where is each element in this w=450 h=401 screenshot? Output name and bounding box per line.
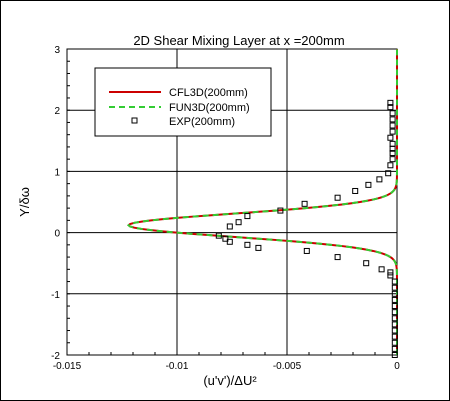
exp-data-point	[334, 254, 341, 261]
exp-data-point	[391, 290, 398, 297]
exp-data-point	[352, 187, 359, 194]
axis-ticks: -0.015 -0.01 -0.005 0 -2 -1 0 1 2 3	[51, 45, 400, 372]
exp-data-point	[391, 303, 398, 310]
exp-data-point	[244, 241, 251, 248]
exp-data-point	[226, 238, 233, 245]
exp-data-point	[215, 232, 222, 239]
exp-data-point	[334, 194, 341, 201]
y-tick-label-5: 3	[54, 45, 60, 56]
exp-data-point	[385, 170, 392, 177]
exp-data-point	[303, 247, 310, 254]
exp-data-point	[391, 278, 398, 285]
exp-data-point	[389, 140, 396, 147]
exp-data-point	[387, 104, 394, 111]
exp-data-point	[244, 213, 251, 220]
exp-data-point	[389, 156, 396, 163]
exp-data-point	[391, 339, 398, 346]
exp-data-point	[387, 134, 394, 141]
exp-data-point	[391, 333, 398, 340]
exp-data-point	[301, 200, 308, 207]
exp-data-point	[277, 207, 284, 214]
exp-data-point	[389, 110, 396, 117]
y-tick-label-1: -1	[51, 290, 60, 301]
legend-label-cfl3d: CFL3D(200mm)	[169, 87, 248, 99]
exp-data-point	[387, 99, 394, 106]
exp-data-point	[391, 309, 398, 316]
exp-data-point	[376, 176, 383, 183]
exp-data-point	[255, 244, 262, 251]
x-axis-label: (u'v')/ΔU²	[203, 373, 257, 388]
chart-title: 2D Shear Mixing Layer at x =200mm	[133, 33, 344, 48]
exp-data-point	[387, 272, 394, 279]
y-axis-label: Y/δω	[17, 187, 32, 217]
exp-data-point	[363, 260, 370, 267]
exp-data-point	[378, 266, 385, 273]
legend-label-exp: EXP(200mm)	[169, 116, 235, 128]
exp-data-point	[387, 269, 394, 276]
exp-data-point	[391, 321, 398, 328]
series-layer	[127, 49, 398, 358]
x-tick-label-1: -0.01	[166, 361, 189, 372]
exp-data-point	[389, 150, 396, 157]
y-tick-label-3: 1	[54, 167, 60, 178]
exp-data-point	[391, 345, 398, 352]
exp-data-point	[226, 223, 233, 230]
x-tick-label-0: -0.015	[53, 361, 82, 372]
exp-data-point	[391, 315, 398, 322]
exp-data-point	[387, 162, 394, 169]
legend-box	[94, 67, 272, 137]
exp-data-point	[391, 296, 398, 303]
exp-data-point	[389, 128, 396, 135]
exp-data-point	[222, 235, 229, 242]
exp-data-point	[365, 181, 372, 188]
exp-data-point	[391, 327, 398, 334]
legend-label-fun3d: FUN3D(200mm)	[169, 102, 250, 114]
x-tick-label-3: 0	[394, 361, 400, 372]
plot-area-border	[66, 48, 398, 356]
y-tick-label-4: 2	[54, 106, 60, 117]
exp-data-point	[391, 284, 398, 291]
exp-data-point	[235, 219, 242, 226]
y-tick-label-2: 0	[54, 229, 60, 240]
exp-data-point	[389, 122, 396, 129]
exp-data-point	[391, 352, 398, 358]
exp-data-point	[389, 116, 396, 123]
legend: CFL3D(200mm) FUN3D(200mm) EXP(200mm)	[94, 67, 272, 137]
y-tick-label-0: -2	[51, 351, 60, 362]
legend-swatch-exp	[131, 117, 138, 124]
x-tick-label-2: -0.005	[273, 361, 302, 372]
